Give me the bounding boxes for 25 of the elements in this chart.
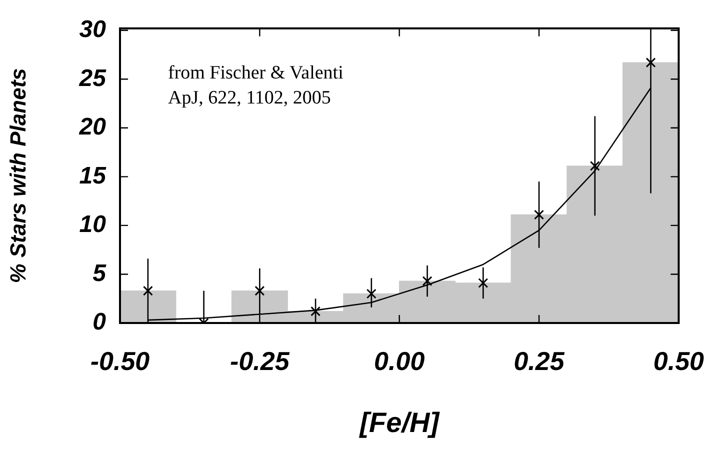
x-tick-label: -0.50 (90, 346, 150, 376)
x-tick-label: -0.25 (230, 346, 290, 376)
y-tick-label: 30 (79, 16, 107, 43)
y-tick-label: 10 (79, 211, 107, 238)
x-tick-label: 0.50 (653, 346, 705, 376)
y-axis-title: % Stars with Planets (5, 68, 30, 284)
y-tick-label: 25 (78, 64, 107, 92)
point (534, 210, 544, 220)
y-tick-label: 5 (92, 260, 107, 287)
point (142, 286, 153, 296)
point (646, 58, 656, 68)
point (590, 160, 600, 171)
annotation: from Fischer & Valenti (168, 62, 344, 84)
y-tick-label: 15 (79, 162, 107, 190)
point (366, 288, 376, 299)
point (478, 278, 488, 288)
x-tick-label: 0.25 (514, 346, 565, 376)
point (254, 286, 265, 296)
y-tick-label: 0 (92, 308, 107, 336)
x-axis-title: [Fe/H] (358, 406, 441, 438)
x-tick-label: 0.00 (374, 346, 426, 376)
y-tick-label: 20 (78, 114, 107, 141)
point (422, 276, 432, 286)
point (310, 306, 321, 316)
annotation: ApJ, 622, 1102, 2005 (168, 87, 331, 108)
